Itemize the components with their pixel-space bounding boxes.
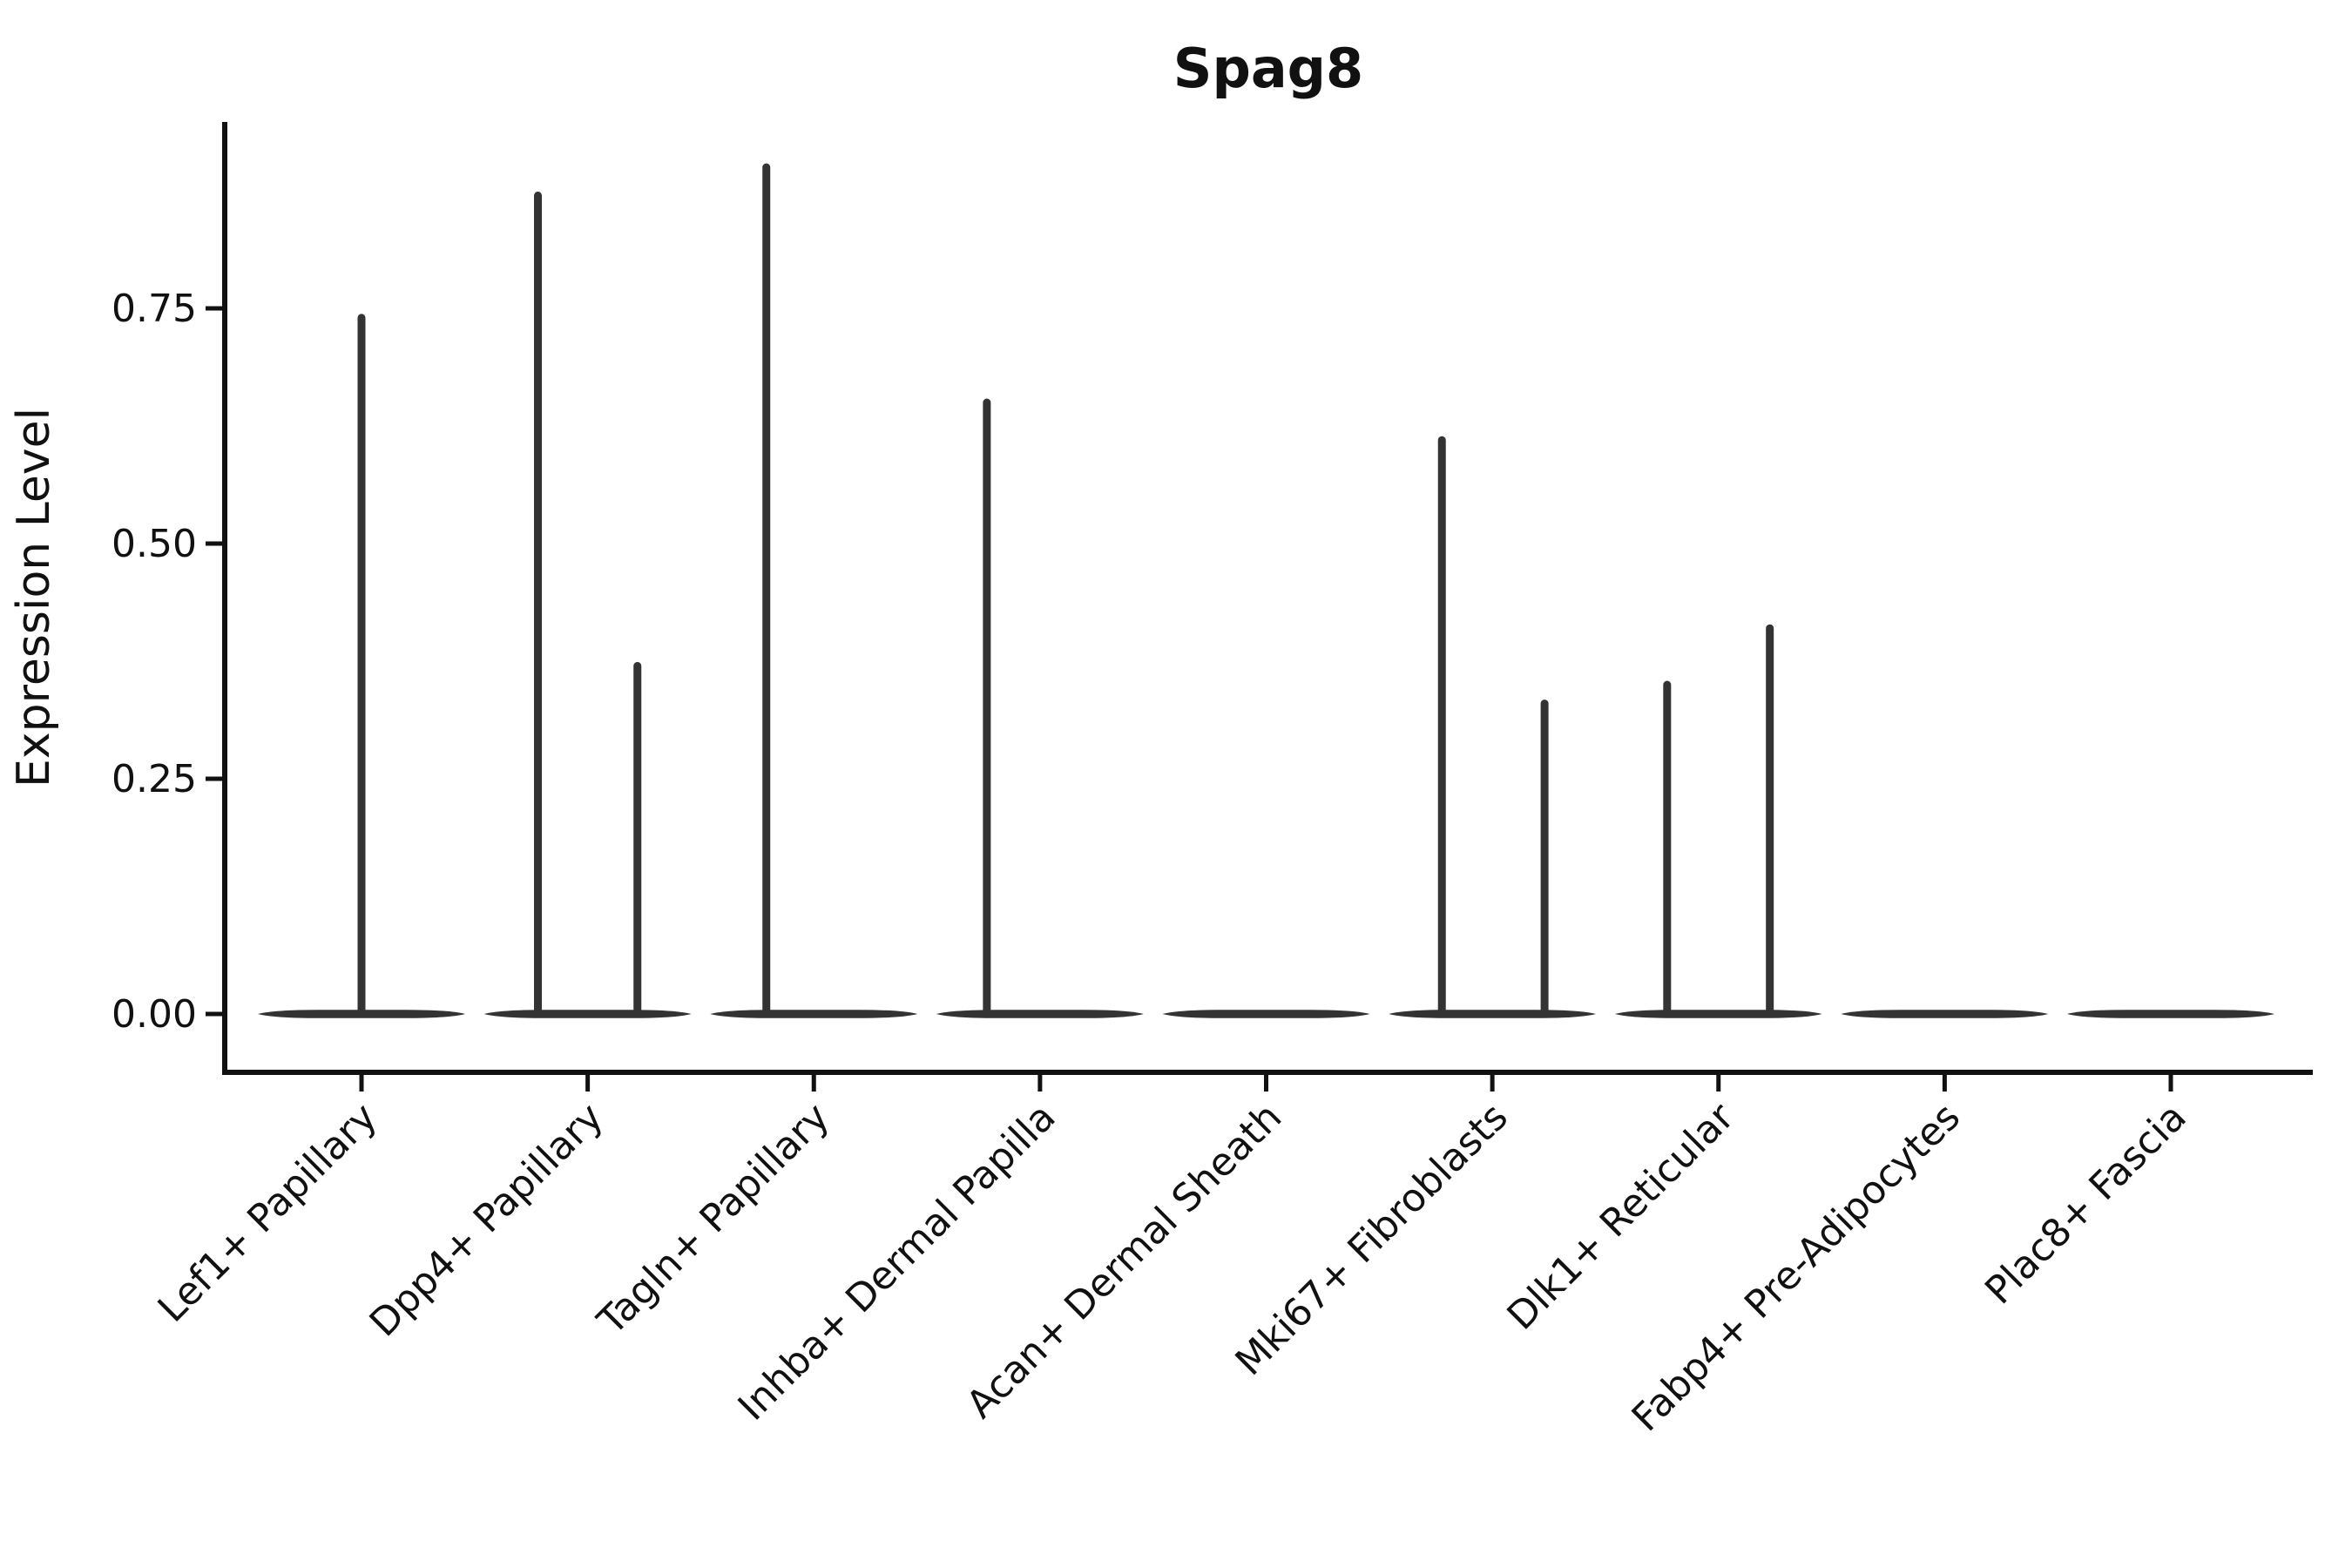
violin-2 (483, 191, 692, 1018)
plot-title: Spag8 (1173, 37, 1363, 100)
x-tick-label: Plac8+ Fascia (1977, 1095, 2195, 1314)
y-axis-ticks: 0.00 0.25 0.50 0.75 (112, 287, 225, 1037)
violin-8 (1841, 1010, 2049, 1018)
axis-spines (222, 122, 2313, 1075)
violin-zero-density (1162, 1010, 1370, 1018)
violin-zero-density (1389, 1010, 1597, 1018)
x-tick-label: Dlk1+ Reticular (1499, 1094, 1744, 1339)
x-tick-label: Lef1+ Papillary (150, 1095, 386, 1331)
violin-zero-density (936, 1010, 1144, 1018)
y-tick-label: 0.75 (112, 287, 197, 331)
y-tick-label: 0.50 (112, 522, 197, 566)
violin-5 (1162, 1010, 1370, 1018)
y-axis-label: Expression Level (8, 408, 60, 787)
x-tick-label: Tagln+ Papillary (589, 1095, 838, 1344)
violin-4 (936, 398, 1144, 1018)
violin-zero-density (710, 1010, 918, 1018)
y-tick-label: 0.25 (112, 757, 197, 801)
violin-zero-density (1841, 1010, 2049, 1018)
violin-zero-density (1614, 1010, 1822, 1018)
violin-zero-density (483, 1010, 692, 1018)
axes-layer (222, 122, 2313, 1075)
violin-6 (1389, 436, 1597, 1018)
violin-9 (2067, 1010, 2274, 1018)
violin-7 (1614, 624, 1822, 1018)
y-tick-label: 0.00 (112, 992, 197, 1037)
violins-layer (258, 163, 2274, 1018)
x-tick-label: Dpp4+ Papillary (362, 1095, 612, 1346)
violin-zero-density (2067, 1010, 2274, 1018)
violin-1 (258, 314, 465, 1018)
violin-3 (710, 163, 918, 1018)
